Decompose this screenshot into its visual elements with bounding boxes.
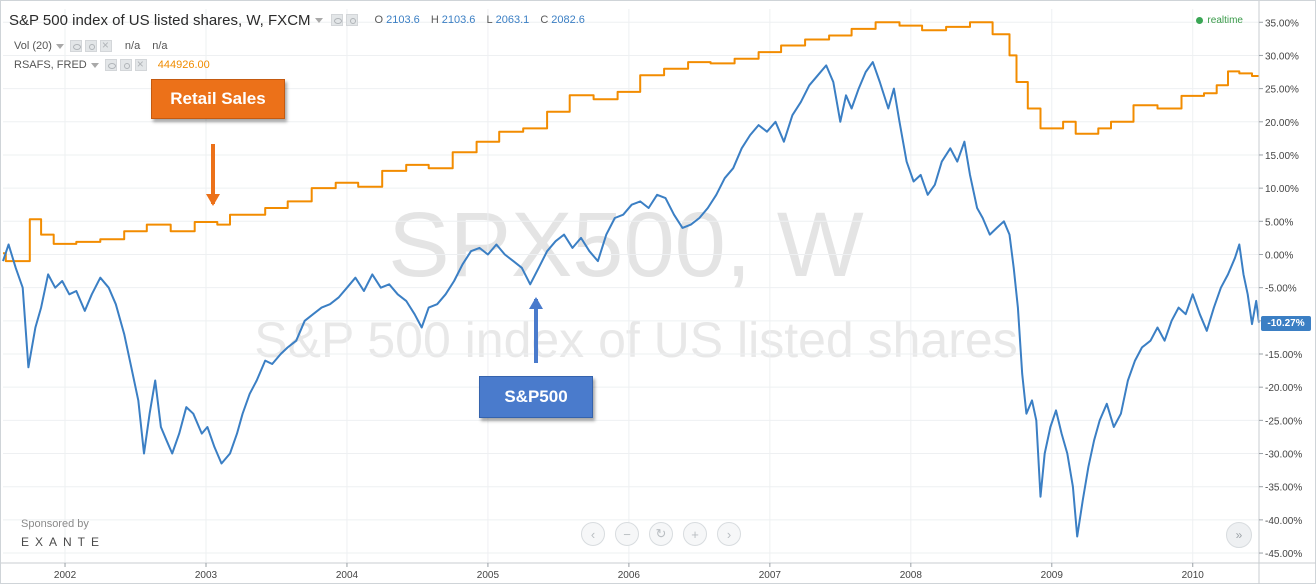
y-tick-label: 10.00%	[1265, 184, 1299, 195]
ohlc-close-key: C	[540, 14, 549, 26]
realtime-status: realtime	[1196, 15, 1243, 26]
y-tick-label: 25.00%	[1265, 85, 1299, 96]
ohlc-high-value: 2103.6	[441, 14, 476, 26]
ohlc-high-key: H	[430, 14, 439, 26]
gear-icon[interactable]	[84, 40, 97, 52]
y-tick-label: -25.00%	[1265, 416, 1302, 427]
symbol-header: S&P 500 index of US listed shares, W, FX…	[9, 9, 593, 31]
x-tick-label: 2006	[618, 570, 641, 581]
scroll-forward-button[interactable]: ›	[717, 522, 741, 546]
sponsor-block: Sponsored by EXANTE	[21, 518, 105, 549]
y-tick-label: -5.00%	[1265, 284, 1297, 295]
ohlc-open-value: 2103.6	[386, 14, 420, 26]
realtime-label: realtime	[1207, 15, 1243, 26]
ohlc-close-value: 2082.6	[551, 14, 585, 26]
chevron-down-icon[interactable]	[90, 62, 99, 68]
chevron-down-icon[interactable]	[55, 43, 64, 49]
indicator-vol-label[interactable]: Vol (20)	[14, 40, 52, 52]
chart-series	[2, 21, 1260, 538]
sp500-arrow-icon-head	[529, 297, 543, 309]
y-axis: 35.00% 30.00% 25.00% 20.00% 15.00% 10.00% 5.00…	[1258, 1, 1302, 584]
gear-icon[interactable]	[119, 59, 132, 71]
status-dot-icon	[1196, 17, 1204, 24]
close-icon[interactable]	[99, 38, 112, 52]
chart-navigation: ‹ − ↻ + ›	[581, 522, 751, 546]
y-tick-label: -20.00%	[1265, 383, 1302, 394]
zoom-out-button[interactable]: −	[615, 522, 639, 546]
symbol-title[interactable]: S&P 500 index of US listed shares, W, FX…	[9, 11, 311, 29]
x-axis: 2002 2003 2004 2005 2006 2007 2008 2009 2010	[1, 562, 1316, 581]
chevron-down-icon[interactable]	[314, 17, 323, 23]
last-price-label: -10.27%	[1261, 315, 1311, 331]
indicator-rsafs-value: 444926.00	[157, 59, 210, 71]
x-tick-label: 2002	[54, 570, 77, 581]
indicator-rsafs: RSAFS, FRED 444926.00	[14, 57, 210, 73]
x-tick-label: 2008	[900, 570, 923, 581]
ohlc-low-key: L	[486, 14, 493, 26]
eye-icon[interactable]	[69, 40, 82, 52]
y-tick-label: 0.00%	[1265, 250, 1293, 261]
scroll-back-button[interactable]: ‹	[581, 522, 605, 546]
x-tick-label: 2007	[759, 570, 782, 581]
x-tick-label: 2009	[1041, 570, 1064, 581]
y-tick-label: 20.00%	[1265, 118, 1299, 129]
eye-icon[interactable]	[104, 59, 117, 71]
retail-arrow-icon-head	[206, 194, 220, 206]
sponsor-logo[interactable]: EXANTE	[21, 535, 106, 549]
series-line-sp500	[2, 61, 1260, 538]
indicator-vol-value-1: n/a	[124, 40, 141, 52]
sponsor-caption: Sponsored by	[21, 518, 89, 530]
callout-sp500: S&P500	[479, 376, 593, 418]
x-tick-label: 2003	[195, 570, 218, 581]
reset-zoom-button[interactable]: ↻	[649, 522, 673, 546]
ohlc-readout: O 2103.6 H 2103.6 L 2063.1 C 2082.6	[375, 14, 593, 26]
x-tick-label: 2004	[336, 570, 359, 581]
y-tick-label: 15.00%	[1265, 151, 1299, 162]
gear-icon[interactable]	[345, 14, 358, 26]
y-tick-label: -40.00%	[1265, 516, 1302, 527]
y-tick-label: -35.00%	[1265, 483, 1302, 494]
ohlc-open-key: O	[374, 14, 384, 26]
indicator-vol: Vol (20) n/a n/a	[14, 38, 168, 54]
y-tick-label: 30.00%	[1265, 51, 1299, 62]
close-icon[interactable]	[134, 57, 147, 71]
y-tick-label: -45.00%	[1265, 549, 1302, 560]
indicator-vol-value-2: n/a	[152, 40, 168, 52]
series-line-retail-sales	[3, 21, 1259, 263]
callout-retail-sales: Retail Sales	[151, 79, 285, 119]
y-tick-label: -15.00%	[1265, 350, 1302, 361]
eye-icon[interactable]	[330, 14, 343, 26]
y-tick-label: 35.00%	[1265, 18, 1299, 29]
ohlc-low-value: 2063.1	[495, 14, 530, 26]
y-tick-label: -30.00%	[1265, 450, 1302, 461]
zoom-in-button[interactable]: +	[683, 522, 707, 546]
indicator-rsafs-label[interactable]: RSAFS, FRED	[14, 59, 87, 71]
scroll-to-end-button[interactable]: »	[1226, 522, 1252, 548]
x-tick-label: 2010	[1182, 570, 1205, 581]
y-tick-label: 5.00%	[1265, 217, 1293, 228]
x-tick-label: 2005	[477, 570, 500, 581]
